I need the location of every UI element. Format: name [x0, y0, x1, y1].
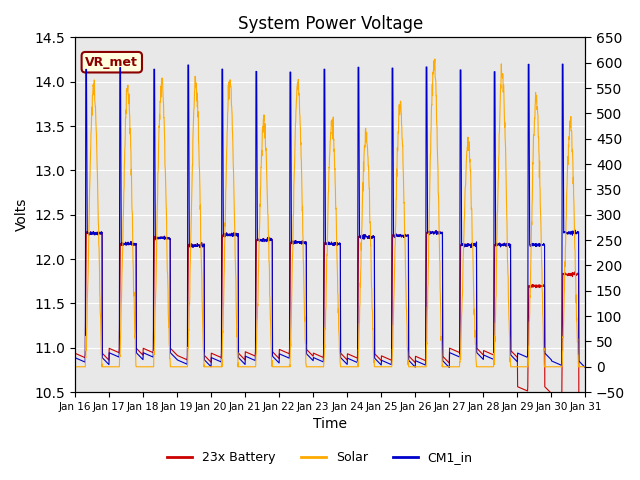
Legend: 23x Battery, Solar, CM1_in: 23x Battery, Solar, CM1_in	[163, 446, 477, 469]
Text: VR_met: VR_met	[85, 56, 138, 69]
Y-axis label: Volts: Volts	[15, 198, 29, 231]
X-axis label: Time: Time	[314, 418, 348, 432]
Title: System Power Voltage: System Power Voltage	[237, 15, 423, 33]
